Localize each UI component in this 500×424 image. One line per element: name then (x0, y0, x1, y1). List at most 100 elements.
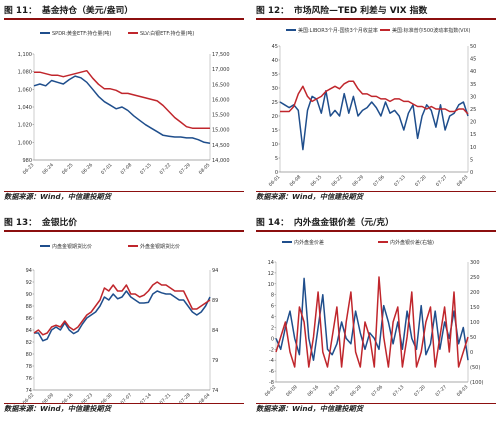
left-tick-label: 6 (271, 304, 274, 310)
right-tick-label: 16,000 (212, 97, 230, 103)
right-tick-label: 17,000 (212, 67, 230, 73)
x-tick-label: 06-16 (306, 384, 320, 398)
right-tick-label: 40 (470, 69, 476, 75)
right-tick-label: 74 (212, 388, 218, 394)
source-note: 数据来源：Wind，中信建投期货 (256, 404, 363, 413)
left-tick-label: 4 (271, 315, 274, 321)
series-line-2 (275, 276, 469, 368)
left-tick-label: 5 (275, 156, 278, 162)
left-tick-label: 0 (275, 170, 278, 176)
series-line-2 (33, 281, 211, 336)
right-tick-label: 35 (470, 82, 476, 88)
left-tick-label: 78 (26, 364, 32, 370)
source-note: 数据来源：Wind，中信建投期货 (4, 404, 111, 413)
left-tick-label: -6 (269, 369, 274, 375)
x-tick-label: 07-13 (393, 174, 407, 188)
chart-panel-domestic-foreign-spread: 图 14： 内外盘金银价差（元/克） -8 -6 -4 -2 0 2 4 6 8 10 12 14 (10… (256, 212, 496, 413)
x-tick-label: 07-22 (159, 162, 173, 176)
x-tick-label: 06-23 (22, 162, 36, 176)
right-tick-label: 0 (470, 350, 473, 356)
series-line-1 (275, 277, 469, 361)
right-tick-label: 15 (470, 132, 476, 138)
right-tick-label: 94 (212, 268, 218, 274)
right-tick-label: 20 (470, 120, 476, 126)
x-tick-label: 06-24 (41, 162, 55, 176)
right-tick-label: (100) (470, 380, 483, 386)
series-line-1 (279, 90, 469, 151)
x-tick-label: 08-03 (456, 174, 470, 188)
left-tick-label: 1,100 (18, 52, 32, 58)
left-tick-label: 15 (272, 128, 278, 134)
left-tick-label: 94 (26, 268, 32, 274)
x-tick-label: 07-20 (413, 384, 427, 398)
right-tick-label: 10 (470, 145, 476, 151)
source-rule (256, 403, 496, 404)
right-tick-label: 30 (470, 94, 476, 100)
legend-label: 内外盘金价差 (294, 239, 324, 246)
x-tick-label: 07-21 (159, 392, 173, 406)
left-tick-label: 92 (26, 280, 32, 286)
left-tick-label: 10 (272, 142, 278, 148)
right-tick-label: 250 (470, 275, 480, 281)
left-tick-label: 82 (26, 340, 32, 346)
ted-vix-chart: 0 5 10 15 20 25 30 35 40 45 0 5 10 15 20 25 30 35 40 45 50 06… (268, 27, 477, 188)
legend-label: SLV:白银ETF:持仓量(吨) (140, 30, 194, 37)
x-tick-label: 06-29 (351, 174, 365, 188)
x-tick-label: 07-08 (120, 162, 134, 176)
right-tick-label: 100 (470, 320, 480, 326)
left-tick-label: 40 (272, 58, 278, 64)
chart-title: 图 13： 金银比价 (4, 218, 78, 228)
x-tick-label: 06-08 (289, 174, 303, 188)
chart-title: 图 14： 内外盘金银价差（元/克） (256, 218, 394, 228)
legend-label: 内盘金银期货比价 (52, 243, 92, 250)
x-tick-label: 07-27 (435, 174, 449, 188)
right-tick-label: 50 (470, 335, 476, 341)
left-tick-label: 0 (271, 336, 274, 342)
left-tick-label: -8 (269, 380, 274, 386)
series-line-1 (34, 290, 211, 342)
source-rule (4, 191, 244, 192)
source-note: 数据来源：Wind，中信建投期货 (4, 192, 111, 201)
right-tick-label: 45 (470, 57, 476, 63)
right-tick-label: 5 (470, 157, 473, 163)
right-tick-label: 50 (470, 44, 476, 50)
left-tick-label: 10 (268, 282, 274, 288)
source-note: 数据来源：Wind，中信建投期货 (256, 192, 363, 201)
left-tick-label: 76 (26, 376, 32, 382)
x-tick-label: 06-01 (268, 174, 282, 188)
right-tick-label: 14,000 (212, 158, 230, 164)
legend-label: 内外盘银价差(右轴) (390, 239, 434, 246)
x-tick-label: 08-04 (198, 392, 212, 406)
left-tick-label: 35 (272, 72, 278, 78)
series-line-2 (34, 69, 210, 129)
legend-label: 美国:标准普尔500波动率指数(VIX) (392, 27, 471, 34)
left-tick-label: -2 (269, 347, 274, 353)
left-tick-label: 20 (272, 114, 278, 120)
x-tick-label: 07-29 (178, 162, 192, 176)
x-tick-label: 07-15 (139, 162, 153, 176)
right-tick-label: 200 (470, 290, 480, 296)
x-tick-label: 06-26 (80, 162, 94, 176)
source-rule (4, 403, 244, 404)
right-tick-label: 84 (212, 328, 218, 334)
right-tick-label: 16,500 (212, 82, 230, 88)
title-rule (4, 230, 244, 232)
source-rule (256, 191, 496, 192)
x-tick-label: 07-01 (100, 162, 114, 176)
x-tick-label: 08-05 (198, 162, 212, 176)
x-tick-label: 07-28 (178, 392, 192, 406)
x-tick-label: 06-02 (264, 384, 278, 398)
left-tick-label: 45 (272, 44, 278, 50)
x-tick-label: 07-06 (370, 384, 384, 398)
left-tick-label: 12 (268, 271, 274, 277)
chart-panel-gold-silver-ratio: 图 13： 金银比价 74 76 78 80 82 84 86 88 90 92 94 74 79 84 89… (4, 212, 244, 413)
x-tick-label: 07-13 (392, 384, 406, 398)
series-line-2 (280, 80, 469, 115)
right-tick-label: 300 (470, 260, 480, 266)
right-tick-label: 17,500 (212, 52, 230, 58)
x-tick-label: 07-07 (120, 392, 134, 406)
left-tick-label: 1,040 (18, 105, 32, 111)
title-rule (256, 230, 496, 232)
right-tick-label: 150 (470, 305, 480, 311)
